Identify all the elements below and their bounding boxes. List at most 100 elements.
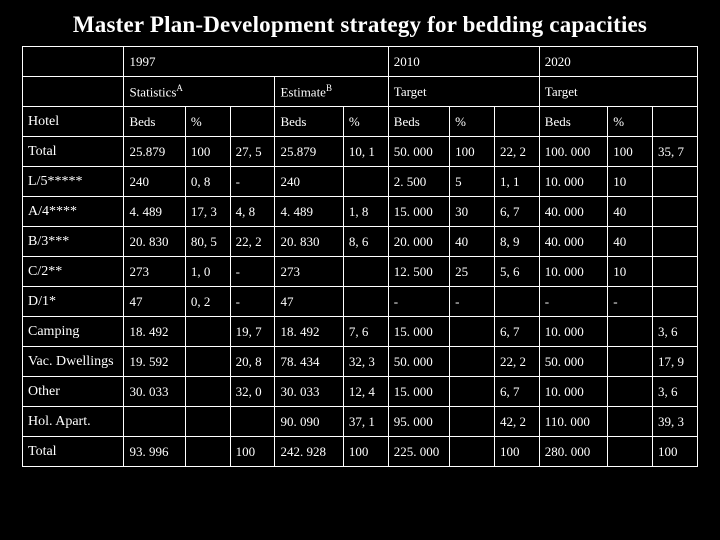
header-beds: Beds [388,107,449,137]
cell: 30 [450,197,495,227]
cell [343,257,388,287]
cell: 110. 000 [539,407,607,437]
cell [185,437,230,467]
header-2020: 2020 [539,47,697,77]
cell [608,377,653,407]
cell [343,287,388,317]
cell: 12, 4 [343,377,388,407]
row-label: Vac. Dwellings [23,347,124,377]
cell: 90. 090 [275,407,343,437]
cell [653,227,698,257]
cell: 15. 000 [388,317,449,347]
row-label: Total [23,137,124,167]
header-row-groups: StatisticsA EstimateB Target Target [23,77,698,107]
header-beds: Beds [275,107,343,137]
capacity-table: 1997 2010 2020 StatisticsA EstimateB Tar… [22,46,698,467]
cell: 0, 2 [185,287,230,317]
table-row: Vac. Dwellings19. 59220, 878. 43432, 350… [23,347,698,377]
cell: 18. 492 [124,317,185,347]
cell: 100 [343,437,388,467]
table-row: L/5*****2400, 8-2402. 50051, 110. 00010 [23,167,698,197]
row-label: Other [23,377,124,407]
cell: 10 [608,257,653,287]
cell: 100 [653,437,698,467]
cell: 30. 033 [124,377,185,407]
table-row: Total93. 996100242. 928100225. 000100280… [23,437,698,467]
cell: 20. 830 [124,227,185,257]
cell [653,197,698,227]
cell: - [388,287,449,317]
cell: 80, 5 [185,227,230,257]
cell: 10 [608,167,653,197]
cell: 10, 1 [343,137,388,167]
cell: 1, 8 [343,197,388,227]
cell [653,257,698,287]
cell [450,407,495,437]
cell [450,317,495,347]
header-hotel: Hotel [23,107,124,137]
table-row: Total25.87910027, 525.87910, 150. 000100… [23,137,698,167]
cell: 93. 996 [124,437,185,467]
header-target-2010: Target [388,77,539,107]
cell: - [450,287,495,317]
cell: 100 [494,437,539,467]
slide: Master Plan-Development strategy for bed… [0,0,720,540]
cell: 100 [450,137,495,167]
cell [450,437,495,467]
cell: 15. 000 [388,197,449,227]
table-row: Other30. 03332, 030. 03312, 415. 0006, 7… [23,377,698,407]
cell [185,407,230,437]
cell: 40. 000 [539,227,607,257]
cell [653,167,698,197]
header-1997: 1997 [124,47,388,77]
header-pct: % [185,107,230,137]
cell: 40. 000 [539,197,607,227]
cell: - [230,257,275,287]
cell: 18. 492 [275,317,343,347]
cell: 0, 8 [185,167,230,197]
row-label: Camping [23,317,124,347]
cell: 17, 9 [653,347,698,377]
cell: - [230,167,275,197]
header-pct: % [608,107,653,137]
cell: 50. 000 [388,137,449,167]
cell: 40 [450,227,495,257]
blank-cell [23,47,124,77]
row-label: A/4**** [23,197,124,227]
header-beds: Beds [124,107,185,137]
cell [185,347,230,377]
page-title: Master Plan-Development strategy for bed… [22,12,698,38]
cell: 6, 7 [494,377,539,407]
header-pct: % [343,107,388,137]
header-estimate: EstimateB [275,77,388,107]
cell: 12. 500 [388,257,449,287]
cell: 10. 000 [539,377,607,407]
row-label: L/5***** [23,167,124,197]
cell: 2. 500 [388,167,449,197]
cell [450,377,495,407]
cell: 6, 7 [494,317,539,347]
cell: 32, 0 [230,377,275,407]
cell [608,317,653,347]
cell: 39, 3 [653,407,698,437]
cell: 240 [124,167,185,197]
row-label: B/3*** [23,227,124,257]
row-label: Hol. Apart. [23,407,124,437]
cell: 22, 2 [494,137,539,167]
cell: 78. 434 [275,347,343,377]
cell: 7, 6 [343,317,388,347]
cell: 3, 6 [653,317,698,347]
table-row: A/4****4. 48917, 34, 84. 4891, 815. 0003… [23,197,698,227]
cell: 273 [124,257,185,287]
cell: 20. 830 [275,227,343,257]
cell: 40 [608,227,653,257]
cell: 17, 3 [185,197,230,227]
cell [608,437,653,467]
cell: 3, 6 [653,377,698,407]
cell: 100 [608,137,653,167]
cell: 4. 489 [275,197,343,227]
cell: 42, 2 [494,407,539,437]
cell: 10. 000 [539,167,607,197]
cell: 5, 6 [494,257,539,287]
cell: 10. 000 [539,257,607,287]
